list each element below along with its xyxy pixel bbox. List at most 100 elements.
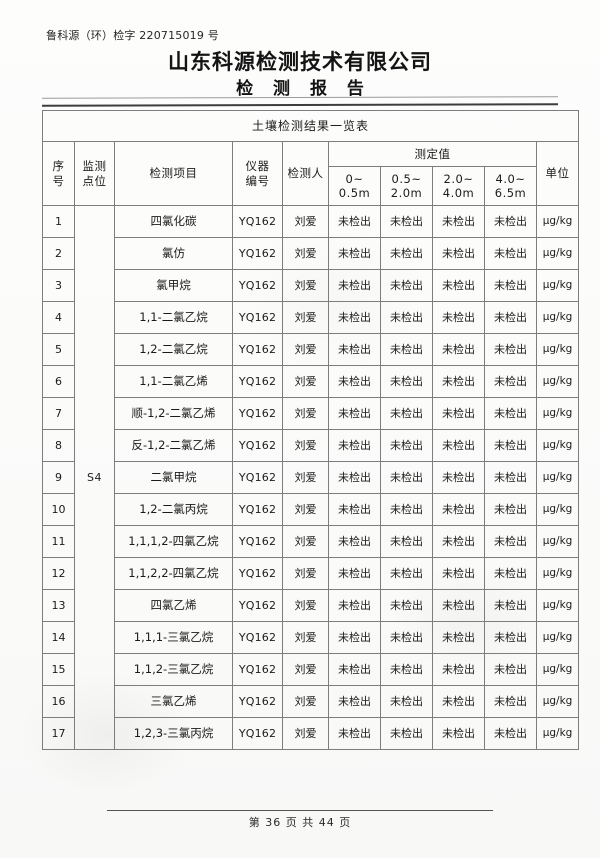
cell-depth-2: 未检出 — [380, 461, 433, 494]
cell-instrument: YQ162 — [232, 525, 283, 558]
cell-depth-1: 未检出 — [328, 653, 381, 686]
cell-item: 顺-1,2-二氯乙烯 — [114, 397, 233, 430]
column-header-instrument: 仪器 编号 — [232, 141, 283, 206]
cell-person: 刘爱 — [282, 301, 329, 334]
cell-person: 刘爱 — [282, 397, 329, 430]
column-header-depth-1: 0~ 0.5m — [328, 166, 381, 206]
cell-person: 刘爱 — [282, 333, 329, 366]
cell-instrument: YQ162 — [232, 205, 283, 238]
cell-depth-2: 未检出 — [380, 365, 433, 398]
table-title: 土壤检测结果一览表 — [41, 110, 580, 142]
cell-seq: 6 — [42, 365, 75, 398]
cell-seq: 17 — [42, 717, 75, 750]
results-table-wrapper: 土壤检测结果一览表 序 号 监测 点位 检测项目 仪器 编号 — [41, 110, 580, 750]
cell-depth-3: 未检出 — [432, 269, 485, 302]
column-header-instrument-line2: 编号 — [245, 173, 270, 188]
cell-depth-2: 未检出 — [380, 685, 433, 718]
table-row: 16 三氯乙烯 YQ162 刘爱 未检出 未检出 未检出 未检出 μg/kg — [42, 685, 580, 718]
cell-depth-1: 未检出 — [328, 461, 381, 494]
cell-depth-4: 未检出 — [484, 301, 537, 334]
cell-depth-2: 未检出 — [380, 525, 433, 558]
cell-depth-3: 未检出 — [432, 557, 485, 590]
table-row: 8 反-1,2-二氯乙烯 YQ162 刘爱 未检出 未检出 未检出 未检出 μg/kg — [42, 429, 580, 462]
column-header-depth-3: 2.0~ 4.0m — [432, 166, 485, 206]
cell-instrument: YQ162 — [232, 589, 283, 622]
cell-unit: μg/kg — [535, 301, 580, 334]
cell-depth-1: 未检出 — [328, 237, 381, 270]
cell-depth-4: 未检出 — [484, 717, 537, 750]
table-row: 10 1,2-二氯丙烷 YQ162 刘爱 未检出 未检出 未检出 未检出 μg/kg — [42, 493, 580, 526]
cell-unit: μg/kg — [535, 621, 580, 654]
cell-instrument: YQ162 — [232, 301, 283, 334]
column-header-seq: 序 号 — [42, 141, 75, 206]
cell-depth-4: 未检出 — [484, 205, 537, 238]
cell-depth-2: 未检出 — [380, 205, 433, 238]
cell-depth-1: 未检出 — [328, 333, 381, 366]
cell-unit: μg/kg — [535, 653, 580, 686]
cell-depth-2: 未检出 — [380, 717, 433, 750]
cell-depth-2: 未检出 — [380, 589, 433, 622]
cell-depth-4: 未检出 — [484, 365, 537, 398]
cell-instrument: YQ162 — [232, 717, 283, 750]
cell-depth-2: 未检出 — [380, 397, 433, 430]
cell-depth-3: 未检出 — [432, 461, 485, 494]
table-row: 6 1,1-二氯乙烯 YQ162 刘爱 未检出 未检出 未检出 未检出 μg/kg — [42, 365, 580, 398]
cell-seq: 3 — [42, 269, 75, 302]
cell-depth-1: 未检出 — [328, 365, 381, 398]
cell-depth-1: 未检出 — [328, 525, 381, 558]
cell-depth-1: 未检出 — [328, 397, 381, 430]
cell-seq: 14 — [42, 621, 75, 654]
cell-depth-3: 未检出 — [432, 589, 485, 622]
cell-depth-2: 未检出 — [380, 237, 433, 270]
cell-unit: μg/kg — [535, 237, 580, 270]
cell-depth-4: 未检出 — [484, 653, 537, 686]
cell-person: 刘爱 — [282, 461, 329, 494]
cell-depth-1: 未检出 — [328, 493, 381, 526]
cell-instrument: YQ162 — [232, 621, 283, 654]
table-row: 12 1,1,2,2-四氯乙烷 YQ162 刘爱 未检出 未检出 未检出 未检出 μg/kg — [42, 557, 580, 590]
cell-item: 1,1,2,2-四氯乙烷 — [114, 557, 233, 590]
cell-instrument: YQ162 — [232, 237, 283, 270]
results-table-body: 土壤检测结果一览表 序 号 监测 点位 检测项目 仪器 编号 — [41, 110, 580, 750]
table-row: 2 氯仿 YQ162 刘爱 未检出 未检出 未检出 未检出 μg/kg — [42, 237, 580, 270]
cell-item: 1,1,1-三氯乙烷 — [114, 621, 233, 654]
cell-seq: 9 — [42, 461, 75, 494]
column-header-person: 检测人 — [282, 141, 329, 206]
column-header-instrument-line1: 仪器 — [245, 159, 270, 174]
cell-item: 1,2,3-三氯丙烷 — [114, 717, 233, 750]
cell-depth-2: 未检出 — [380, 557, 433, 590]
column-header-depth-3-line1: 2.0~ — [443, 171, 474, 186]
cell-depth-4: 未检出 — [484, 237, 537, 270]
column-header-depth-2: 0.5~ 2.0m — [380, 166, 433, 206]
cell-depth-3: 未检出 — [432, 621, 485, 654]
cell-person: 刘爱 — [282, 205, 329, 238]
cell-depth-4: 未检出 — [484, 493, 537, 526]
cell-item: 1,2-二氯乙烷 — [114, 333, 233, 366]
column-header-depth-3-line2: 4.0m — [442, 186, 475, 200]
cell-depth-4: 未检出 — [484, 685, 537, 718]
cell-person: 刘爱 — [282, 557, 329, 590]
cell-depth-1: 未检出 — [328, 429, 381, 462]
soil-results-table: 土壤检测结果一览表 序 号 监测 点位 检测项目 仪器 编号 — [41, 110, 580, 750]
cell-depth-3: 未检出 — [432, 333, 485, 366]
table-row: 15 1,1,2-三氯乙烷 YQ162 刘爱 未检出 未检出 未检出 未检出 μg/kg — [42, 653, 580, 686]
header-row-top: 序 号 监测 点位 检测项目 仪器 编号 检测人 测定值 单位 — [42, 141, 580, 206]
cell-depth-2: 未检出 — [380, 493, 433, 526]
table-row: 17 1,2,3-三氯丙烷 YQ162 刘爱 未检出 未检出 未检出 未检出 μg/kg — [42, 717, 580, 750]
column-header-depth-1-line1: 0~ — [345, 171, 364, 186]
cell-unit: μg/kg — [535, 685, 580, 718]
cell-depth-3: 未检出 — [432, 301, 485, 334]
cell-person: 刘爱 — [282, 653, 329, 686]
cell-unit: μg/kg — [535, 717, 580, 750]
cell-unit: μg/kg — [535, 397, 580, 430]
cell-depth-1: 未检出 — [328, 589, 381, 622]
cell-seq: 8 — [42, 429, 75, 462]
cell-instrument: YQ162 — [232, 557, 283, 590]
table-row: 4 1,1-二氯乙烷 YQ162 刘爱 未检出 未检出 未检出 未检出 μg/kg — [42, 301, 580, 334]
table-row: 5 1,2-二氯乙烷 YQ162 刘爱 未检出 未检出 未检出 未检出 μg/kg — [42, 333, 580, 366]
cell-seq: 7 — [42, 397, 75, 430]
cell-depth-1: 未检出 — [328, 685, 381, 718]
cell-person: 刘爱 — [282, 365, 329, 398]
cell-depth-4: 未检出 — [484, 525, 537, 558]
cell-seq: 4 — [42, 301, 75, 334]
